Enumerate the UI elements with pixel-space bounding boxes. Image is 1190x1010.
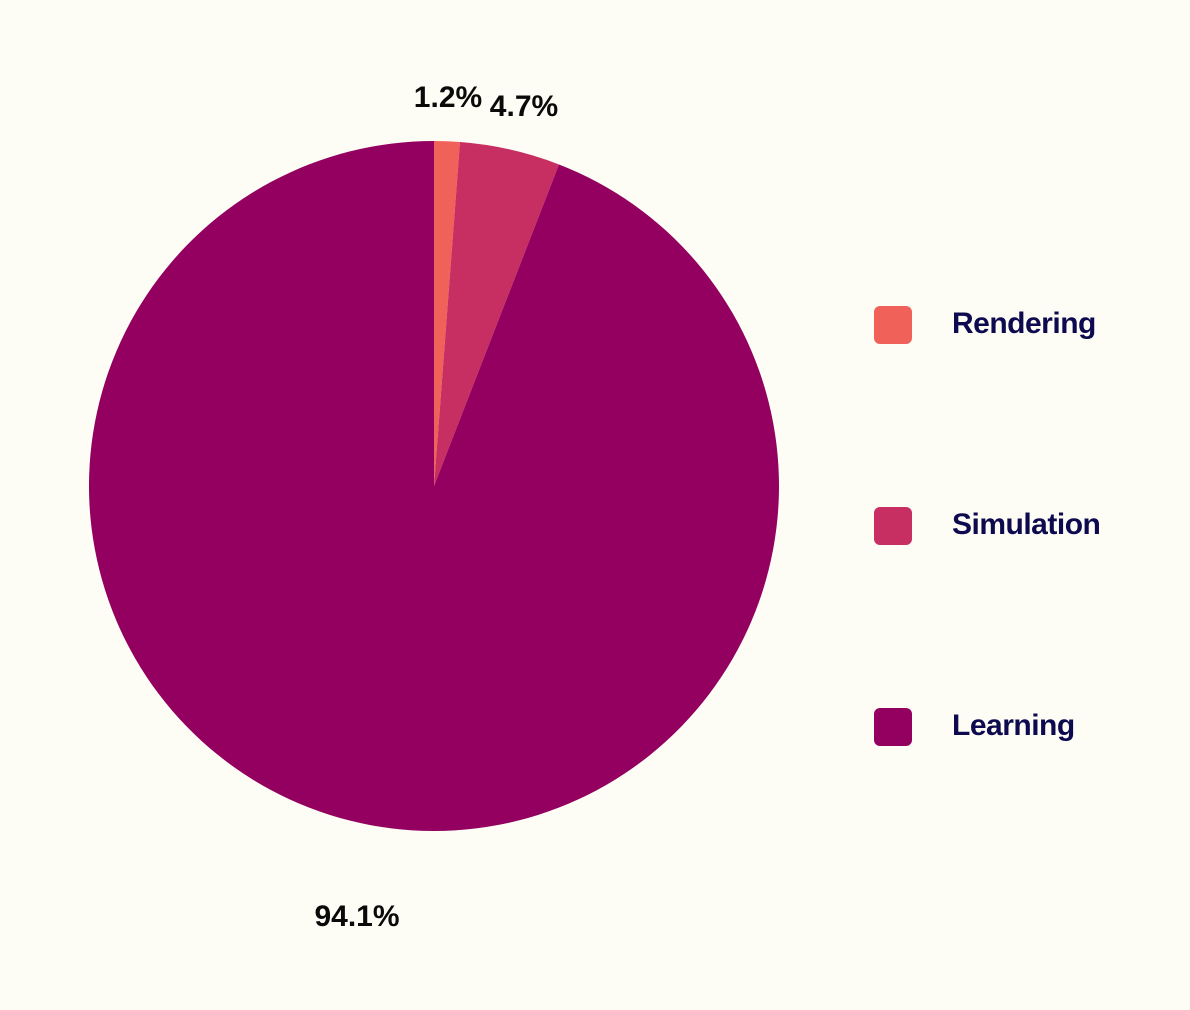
slice-label-simulation: 4.7%: [490, 90, 558, 123]
pie-slice-learning: [88, 140, 779, 832]
legend-label-simulation: Simulation: [952, 508, 1101, 541]
legend-label-rendering: Rendering: [952, 307, 1096, 340]
legend-item-simulation: Simulation: [874, 506, 1174, 546]
pie-slice-rendering: [434, 141, 460, 486]
legend-item-learning: Learning: [874, 707, 1174, 747]
pie-slice-simulation: [434, 141, 559, 487]
slice-label-rendering: 1.2%: [414, 81, 482, 114]
legend-item-rendering: Rendering: [874, 305, 1174, 345]
legend-label-learning: Learning: [952, 709, 1075, 742]
legend-swatch-learning: [874, 708, 912, 746]
slice-label-learning: 94.1%: [314, 900, 399, 933]
legend-swatch-rendering: [874, 306, 912, 344]
legend-swatch-simulation: [874, 507, 912, 545]
legend: Rendering Simulation Learning: [874, 305, 1174, 908]
